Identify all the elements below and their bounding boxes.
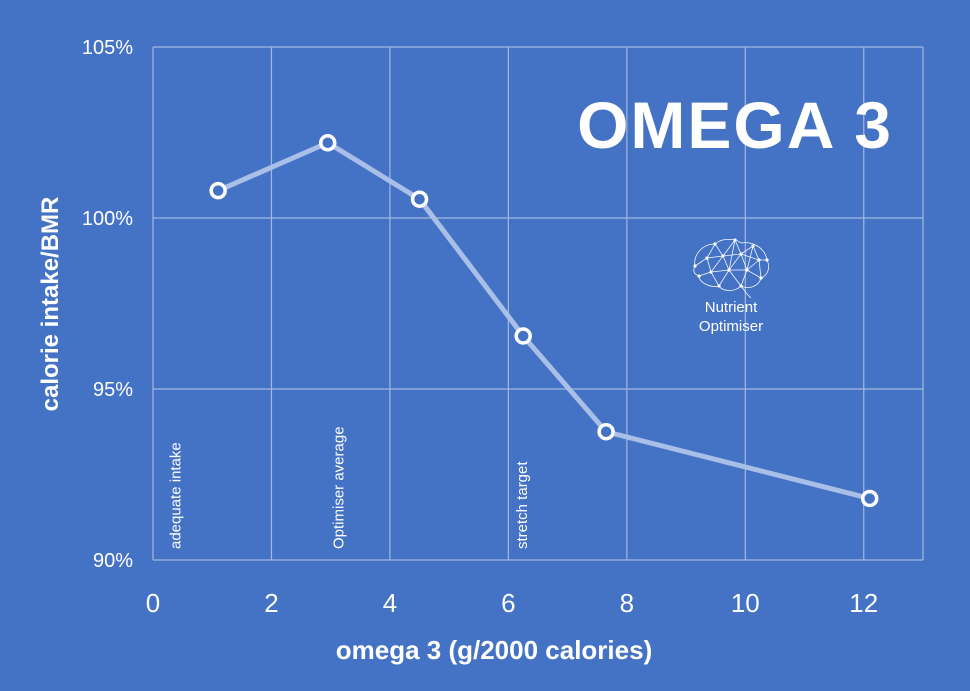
x-axis-ticks: 0 2 4 6 8 10 12 — [146, 588, 878, 618]
brain-icon — [693, 238, 769, 298]
x-tick-label: 12 — [849, 588, 878, 618]
series — [209, 134, 879, 508]
x-tick-label: 10 — [731, 588, 760, 618]
x-tick-label: 8 — [620, 588, 634, 618]
annotations: adequate intake Optimiser average stretch … — [168, 426, 531, 549]
y-tick-label: 105% — [82, 37, 133, 59]
annotation-label: stretch target — [514, 461, 531, 549]
y-axis-ticks: 90% 95% 100% 105% — [82, 37, 133, 572]
data-point — [514, 327, 532, 345]
data-point — [860, 489, 879, 508]
x-tick-label: 2 — [264, 588, 278, 618]
y-axis-label: calorie intake/BMR — [37, 197, 64, 412]
logo-line-2: Optimiser — [698, 318, 764, 335]
x-tick-label: 0 — [146, 588, 160, 618]
y-tick-label: 90% — [93, 550, 133, 572]
data-point — [209, 181, 227, 200]
x-tick-label: 6 — [501, 588, 515, 618]
x-axis-label: omega 3 (g/2000 calories) — [336, 635, 652, 665]
y-tick-label: 100% — [82, 208, 133, 230]
logo-line-1: Nutrient — [704, 299, 758, 316]
x-tick-label: 4 — [383, 588, 397, 618]
data-point — [318, 134, 337, 152]
y-tick-label: 95% — [93, 379, 133, 401]
nutrient-optimiser-logo: Nutrient Optimiser — [676, 236, 786, 336]
annotation-label: adequate intake — [168, 442, 185, 549]
data-point — [410, 190, 429, 208]
grid-lines — [152, 46, 924, 561]
series-line — [215, 140, 873, 501]
chart-title: OMEGA 3 — [577, 88, 893, 162]
annotation-label: Optimiser average — [331, 426, 348, 549]
data-point — [597, 423, 615, 441]
